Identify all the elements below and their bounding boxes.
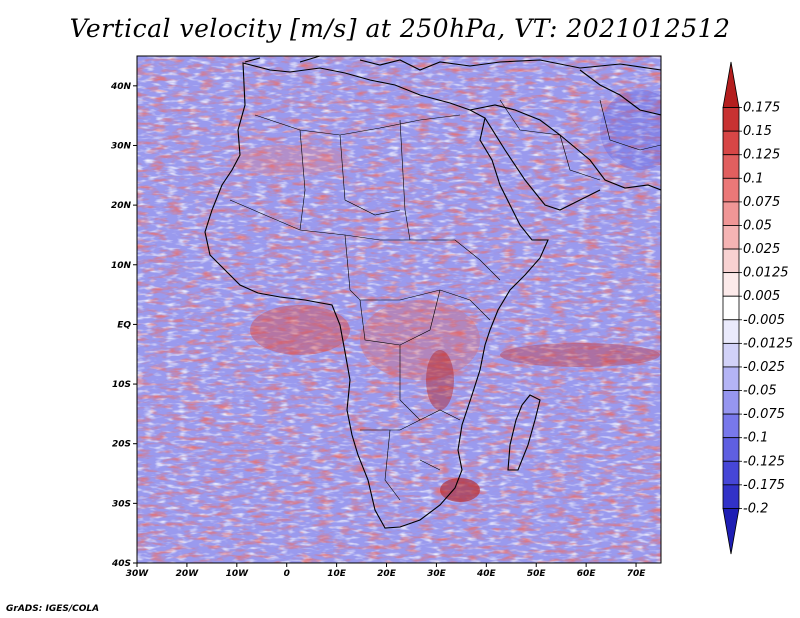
colorbar-segment <box>722 390 740 415</box>
colorbar-label: 0.005 <box>743 289 780 304</box>
latitude-labels: 40N 30N 20N 10N EQ 10S 20S 30S 40S <box>110 82 132 569</box>
colorbar-segment <box>722 201 740 226</box>
colorbar-label: 0.125 <box>743 148 780 163</box>
colorbar-label: 0.025 <box>743 242 780 257</box>
velocity-field <box>137 56 661 563</box>
colorbar-segment <box>722 107 740 132</box>
lon-label: 50E <box>527 569 547 579</box>
colorbar-label: -0.175 <box>743 478 785 493</box>
colorbar-label: -0.2 <box>743 501 768 516</box>
grads-credit: GrADS: IGES/COLA <box>6 604 100 614</box>
colorbar-label: -0.05 <box>743 384 777 399</box>
colorbar-segment <box>722 460 740 486</box>
lon-label: 10W <box>226 569 250 579</box>
colorbar-labels: 0.175 0.15 0.125 0.1 0.075 0.05 0.025 0.0125 0.0… <box>743 101 793 517</box>
lon-label: 20E <box>377 569 397 579</box>
lat-label: 40S <box>111 559 131 569</box>
lat-label: 20S <box>112 440 131 450</box>
lon-label: 20W <box>176 569 200 579</box>
colorbar-label: -0.005 <box>743 313 785 328</box>
colorbar-segment <box>722 177 740 203</box>
colorbar-label: 0.075 <box>743 195 780 210</box>
colorbar-label: 0.175 <box>743 101 780 116</box>
colorbar-label: -0.125 <box>743 454 785 469</box>
lat-label: 10N <box>111 261 132 271</box>
lat-label: 20N <box>111 201 132 211</box>
colorbar-segment <box>722 413 740 439</box>
colorbar-segment <box>722 366 740 391</box>
lon-label: 30E <box>427 569 447 579</box>
colorbar-label: -0.1 <box>743 431 768 446</box>
map-title: Vertical velocity [m/s] at 250hPa, VT: 2… <box>69 14 731 43</box>
colorbar <box>722 61 742 555</box>
colorbar-label: -0.0125 <box>743 336 793 351</box>
colorbar-segment <box>722 248 740 274</box>
colorbar-label: 0.0125 <box>743 266 789 281</box>
axis-ticks <box>133 85 637 567</box>
colorbar-segment <box>722 154 740 179</box>
colorbar-segment <box>722 319 740 344</box>
lon-label: 40E <box>476 569 497 579</box>
map-frame <box>136 55 662 564</box>
colorbar-segment <box>722 437 740 462</box>
colorbar-label: 0.1 <box>743 171 764 186</box>
colorbar-segment <box>722 272 740 297</box>
lat-label: 10S <box>112 380 131 390</box>
colorbar-segment <box>722 342 740 368</box>
colorbar-segment <box>722 484 740 509</box>
lat-label: 30S <box>112 499 131 509</box>
colorbar-label: -0.025 <box>743 360 785 375</box>
colorbar-segment <box>722 508 740 555</box>
lon-label: 70E <box>627 569 647 579</box>
longitude-labels: 30W 20W 10W 0 10E 20E 30E 40E 50E 60E 70E <box>126 569 646 579</box>
lon-label: 60E <box>577 569 597 579</box>
colorbar-label: 0.15 <box>743 124 772 139</box>
colorbar-label: -0.075 <box>743 407 785 422</box>
lon-label: 30W <box>126 569 150 579</box>
lat-label: 40N <box>110 82 132 92</box>
colorbar-segment <box>722 295 740 321</box>
lon-label: 0 <box>284 569 290 579</box>
colorbar-segment <box>722 61 740 108</box>
country-borders <box>229 99 661 501</box>
lat-label: 30N <box>111 141 132 151</box>
colorbar-segment <box>722 130 740 156</box>
lat-label: EQ <box>117 320 131 330</box>
lon-label: 10E <box>327 569 347 579</box>
colorbar-label: 0.05 <box>743 218 772 233</box>
colorbar-segment <box>722 225 740 250</box>
